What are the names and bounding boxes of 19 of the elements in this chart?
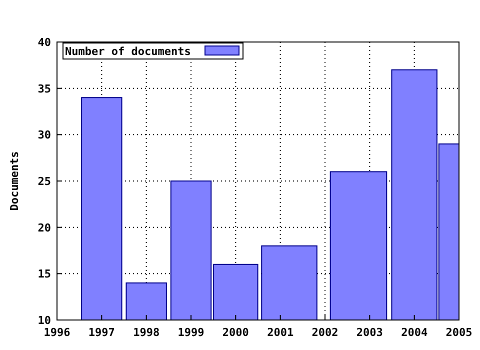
y-tick-label: 20 — [38, 221, 51, 234]
x-tick-label: 1999 — [178, 326, 204, 339]
x-tick-label: 1997 — [88, 326, 115, 339]
y-tick-label: 30 — [38, 128, 51, 142]
y-tick-label: 35 — [38, 82, 51, 96]
x-tick-label: 2004 — [401, 326, 428, 339]
x-tick-label: 1998 — [133, 326, 160, 339]
x-tick-label: 2005 — [446, 326, 472, 339]
y-tick-label: 10 — [38, 314, 51, 327]
x-tick-label: 2002 — [312, 326, 338, 339]
y-tick-label: 40 — [38, 36, 51, 49]
x-tick-label: 2000 — [222, 326, 249, 339]
y-tick-label: 15 — [38, 268, 51, 281]
x-tick-label: 1996 — [44, 326, 71, 339]
legend-label: Number of documents — [65, 45, 191, 58]
x-tick-label: 2003 — [356, 326, 383, 339]
y-tick-label: 25 — [38, 175, 51, 188]
x-tick-label: 2001 — [267, 326, 294, 339]
y-axis-title: Documents — [8, 151, 21, 211]
